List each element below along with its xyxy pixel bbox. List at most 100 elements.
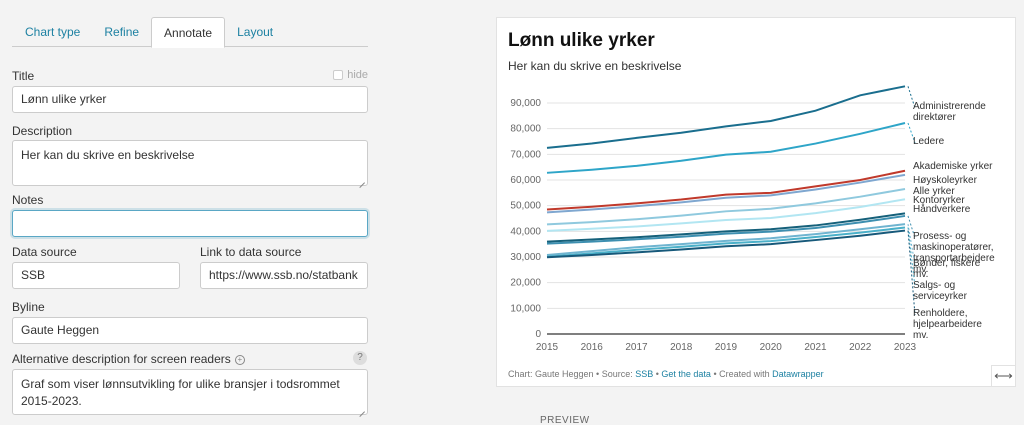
series-label-line: Akademiske yrker (913, 161, 993, 172)
y-tick-label: 40,000 (510, 226, 541, 237)
footer-source-link[interactable]: SSB (635, 369, 654, 379)
label-connector (907, 224, 916, 266)
x-tick-label: 2019 (715, 342, 738, 353)
chart-preview: Lønn ulike yrker Her kan du skrive en be… (496, 17, 1016, 387)
notes-label: Notes (12, 193, 44, 207)
hide-title-checkbox[interactable] (333, 70, 344, 80)
footer-get-data-link[interactable]: Get the data (661, 369, 711, 379)
series-label-line: Prosess- og (913, 231, 966, 242)
footer-datawrapper-link[interactable]: Datawrapper (772, 369, 824, 379)
y-tick-label: 30,000 (510, 252, 541, 263)
chart-description: Her kan du skrive en beskrivelse (508, 59, 682, 73)
x-tick-label: 2017 (625, 342, 648, 353)
y-tick-label: 20,000 (510, 278, 541, 289)
series-line (546, 214, 906, 245)
series-label-line: Administrerende (913, 101, 986, 112)
series-label-line: serviceyrker (913, 291, 968, 302)
series-label: Renholdere, hjelpearbeidere mv. (913, 308, 982, 341)
help-icon[interactable]: ? (353, 351, 367, 365)
info-icon[interactable]: + (234, 354, 245, 365)
series-line (546, 212, 906, 243)
series-label: Salgs- og serviceyrker (913, 280, 968, 302)
data-source-input[interactable]: SSB (12, 262, 180, 289)
alt-description-value: Graf som viser lønnsutvikling for ulike … (21, 377, 340, 408)
series-label: Kontoryrker (913, 195, 965, 206)
title-input[interactable]: Lønn ulike yrker (12, 86, 368, 113)
tab-refine[interactable]: Refine (104, 25, 140, 39)
description-label: Description (12, 124, 73, 138)
data-source-label: Data source (12, 245, 77, 259)
y-tick-label: 0 (535, 329, 541, 340)
x-tick-label: 2018 (670, 342, 693, 353)
footer-prefix: Chart: Gaute Heggen • Source: (508, 369, 636, 379)
series-label: Prosess- og maskinoperatører, transportarb… (913, 231, 995, 275)
hide-title-option[interactable]: hide (333, 69, 368, 81)
x-tick-label: 2016 (581, 342, 604, 353)
resize-handle-icon[interactable] (358, 176, 365, 183)
series-label-line: direktører (913, 112, 956, 123)
tab-bar: Chart type Refine Annotate Layout (12, 17, 368, 48)
x-tick-label: 2015 (536, 342, 559, 353)
series-line (546, 122, 906, 174)
series-line (546, 187, 906, 226)
series-label-line: mv. (913, 269, 928, 280)
x-tick-label: 2023 (894, 342, 917, 353)
series-label-line: mv. (913, 330, 928, 341)
alt-description-textarea[interactable]: Graf som viser lønnsutvikling for ulike … (12, 369, 368, 415)
y-tick-label: 70,000 (510, 149, 541, 160)
series-label-line: Ledere (913, 136, 945, 147)
label-connector (907, 227, 916, 288)
label-connector (907, 122, 916, 144)
series-label: Akademiske yrker (913, 161, 993, 172)
description-text: Her kan du skrive en beskrivelse (21, 148, 195, 162)
footer-created: • Created with (710, 369, 773, 379)
x-tick-label: 2020 (760, 342, 783, 353)
series-label: Alle yrker (913, 186, 955, 197)
expand-width-icon[interactable]: ⟷ (991, 365, 1015, 386)
x-tick-label: 2022 (849, 342, 872, 353)
series-line (546, 198, 906, 232)
series-label-line: Renholdere, (913, 308, 967, 319)
series-line (546, 223, 906, 256)
y-tick-label: 60,000 (510, 175, 541, 186)
series-line (546, 226, 906, 258)
series-label: Ledere (913, 136, 945, 147)
hide-label: hide (347, 69, 368, 81)
footer-separator: • (653, 369, 662, 379)
series-label: Bønder, fiskere mv. (913, 258, 981, 280)
line-chart: 0 10,000 20,000 30,000 40,000 50,000 60,000 70,… (510, 85, 995, 353)
series-line (546, 229, 906, 259)
series-line (546, 169, 906, 211)
series-label-line: Høyskoleyrker (913, 175, 978, 186)
series-label-line: Kontoryrker (913, 195, 965, 206)
link-input[interactable]: https://www.ssb.no/statbank (200, 262, 368, 289)
series-label-line: Håndverkere (913, 203, 971, 215)
notes-input[interactable] (12, 210, 368, 237)
series-label-line: Alle yrker (913, 186, 955, 197)
byline-label: Byline (12, 300, 45, 314)
resize-handle-icon[interactable] (358, 405, 365, 412)
editor-panel: Chart type Refine Annotate Layout Title … (12, 17, 368, 415)
title-label: Title (12, 69, 35, 83)
y-tick-label: 10,000 (510, 303, 541, 314)
series-label: Høyskoleyrker (913, 175, 978, 186)
series-label: Administrerende direktører (913, 101, 986, 123)
tab-layout[interactable]: Layout (237, 25, 274, 39)
chart-footer: Chart: Gaute Heggen • Source: SSB • Get … (508, 369, 824, 379)
preview-label: PREVIEW (540, 415, 590, 425)
series-label-line: Bønder, fiskere (913, 258, 981, 269)
description-textarea[interactable]: Her kan du skrive en beskrivelse (12, 140, 368, 186)
tab-chart-type[interactable]: Chart type (25, 25, 81, 39)
alt-description-label: Alternative description for screen reade… (12, 352, 245, 366)
link-label: Link to data source (200, 245, 302, 259)
tab-annotate[interactable]: Annotate (151, 17, 226, 48)
series-line (546, 85, 906, 149)
series-label-line: Salgs- og (913, 280, 955, 291)
series-label: Håndverkere (913, 203, 971, 215)
series-line (546, 173, 906, 214)
series-label-line: maskinoperatører, (913, 242, 994, 253)
series-label-line: hjelpearbeidere (913, 319, 982, 330)
byline-input[interactable]: Gaute Heggen (12, 317, 368, 344)
y-tick-label: 80,000 (510, 124, 541, 135)
chart-title: Lønn ulike yrker (508, 30, 655, 51)
